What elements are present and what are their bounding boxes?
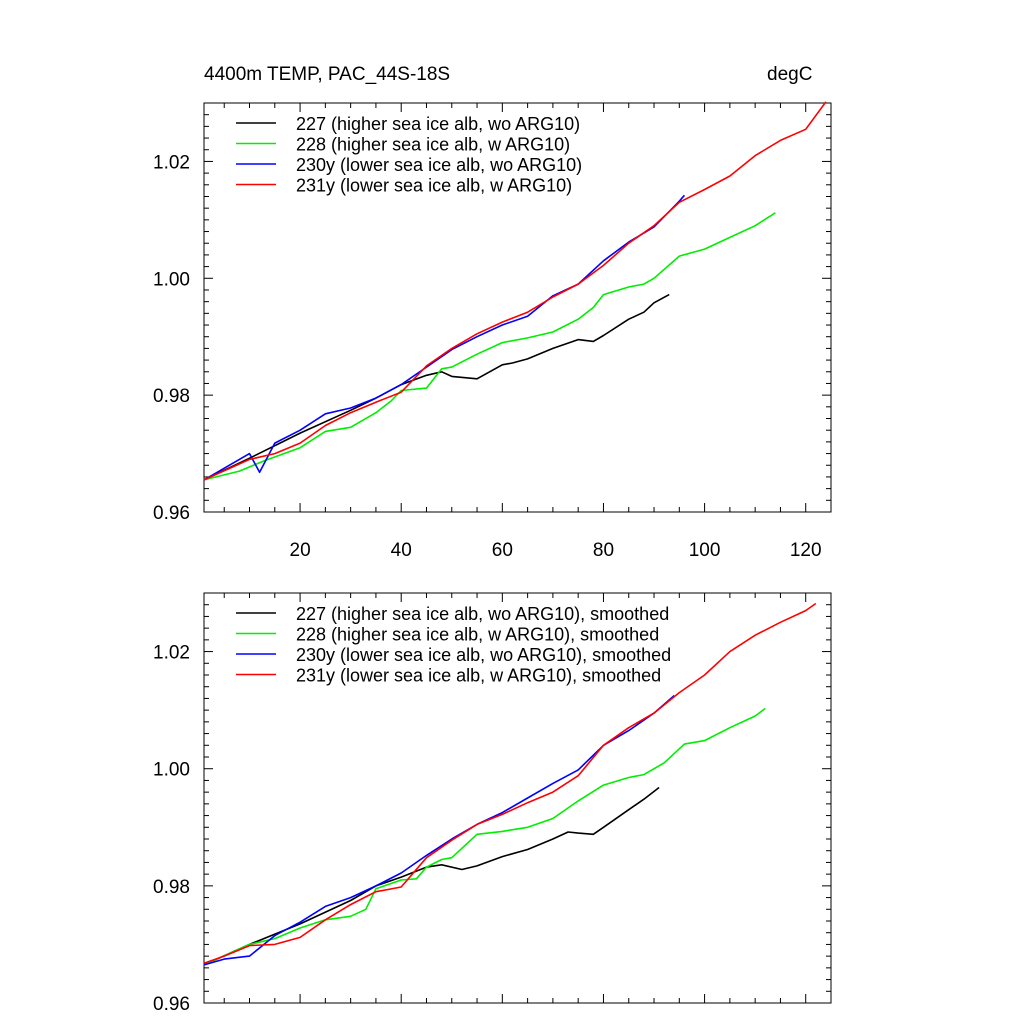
series-line-3 — [203, 694, 675, 966]
legend-label: 228 (higher sea ice alb, w ARG10), smoot… — [296, 625, 659, 645]
x-tick-label: 80 — [593, 540, 614, 561]
plot-frame — [203, 102, 832, 513]
legend-label: 231y (lower sea ice alb, w ARG10) — [296, 176, 572, 196]
series-line-3 — [203, 194, 686, 481]
top-panel: 20 40 60 80 100 120 0.96 0.98 1.00 1.02 227 (highe… — [153, 101, 832, 561]
legend-label: 228 (higher sea ice alb, w ARG10) — [296, 135, 570, 155]
x-tick-label: 100 — [689, 540, 721, 561]
series-line-2 — [203, 212, 776, 481]
units-label: degC — [767, 64, 813, 85]
bottom-panel: 0.96 0.98 1.00 1.02 227 (higher sea ice alb,… — [153, 592, 832, 1015]
legend-label: 230y (lower sea ice alb, wo ARG10) — [296, 155, 582, 175]
chart-title: 4400m TEMP, PAC_44S-18S — [204, 64, 451, 85]
y-tick-label: 1.00 — [153, 760, 190, 781]
y-tick-label: 1.00 — [153, 269, 190, 290]
series-line-2 — [203, 707, 766, 966]
y-tick-label: 0.96 — [153, 503, 190, 524]
y-tick-label: 0.98 — [153, 877, 190, 898]
x-tick-label: 120 — [790, 540, 822, 561]
plot-frame — [203, 592, 832, 1004]
y-tick-label: 1.02 — [153, 643, 190, 664]
legend-label: 231y (lower sea ice alb, w ARG10), smoot… — [296, 666, 661, 686]
legend-label: 227 (higher sea ice alb, wo ARG10) — [296, 114, 580, 134]
x-tick-label: 60 — [492, 540, 513, 561]
series-line-1 — [203, 293, 670, 481]
series-line-4 — [203, 602, 817, 964]
y-tick-label: 0.98 — [153, 386, 190, 407]
series-line-4 — [203, 101, 827, 481]
x-tick-label: 40 — [391, 540, 412, 561]
legend-label: 230y (lower sea ice alb, wo ARG10), smoo… — [296, 645, 671, 665]
x-tick-label: 20 — [290, 540, 311, 561]
legend-label: 227 (higher sea ice alb, wo ARG10), smoo… — [296, 604, 669, 624]
series-line-1 — [203, 786, 660, 966]
y-tick-label: 0.96 — [153, 994, 190, 1015]
y-tick-label: 1.02 — [153, 152, 190, 173]
